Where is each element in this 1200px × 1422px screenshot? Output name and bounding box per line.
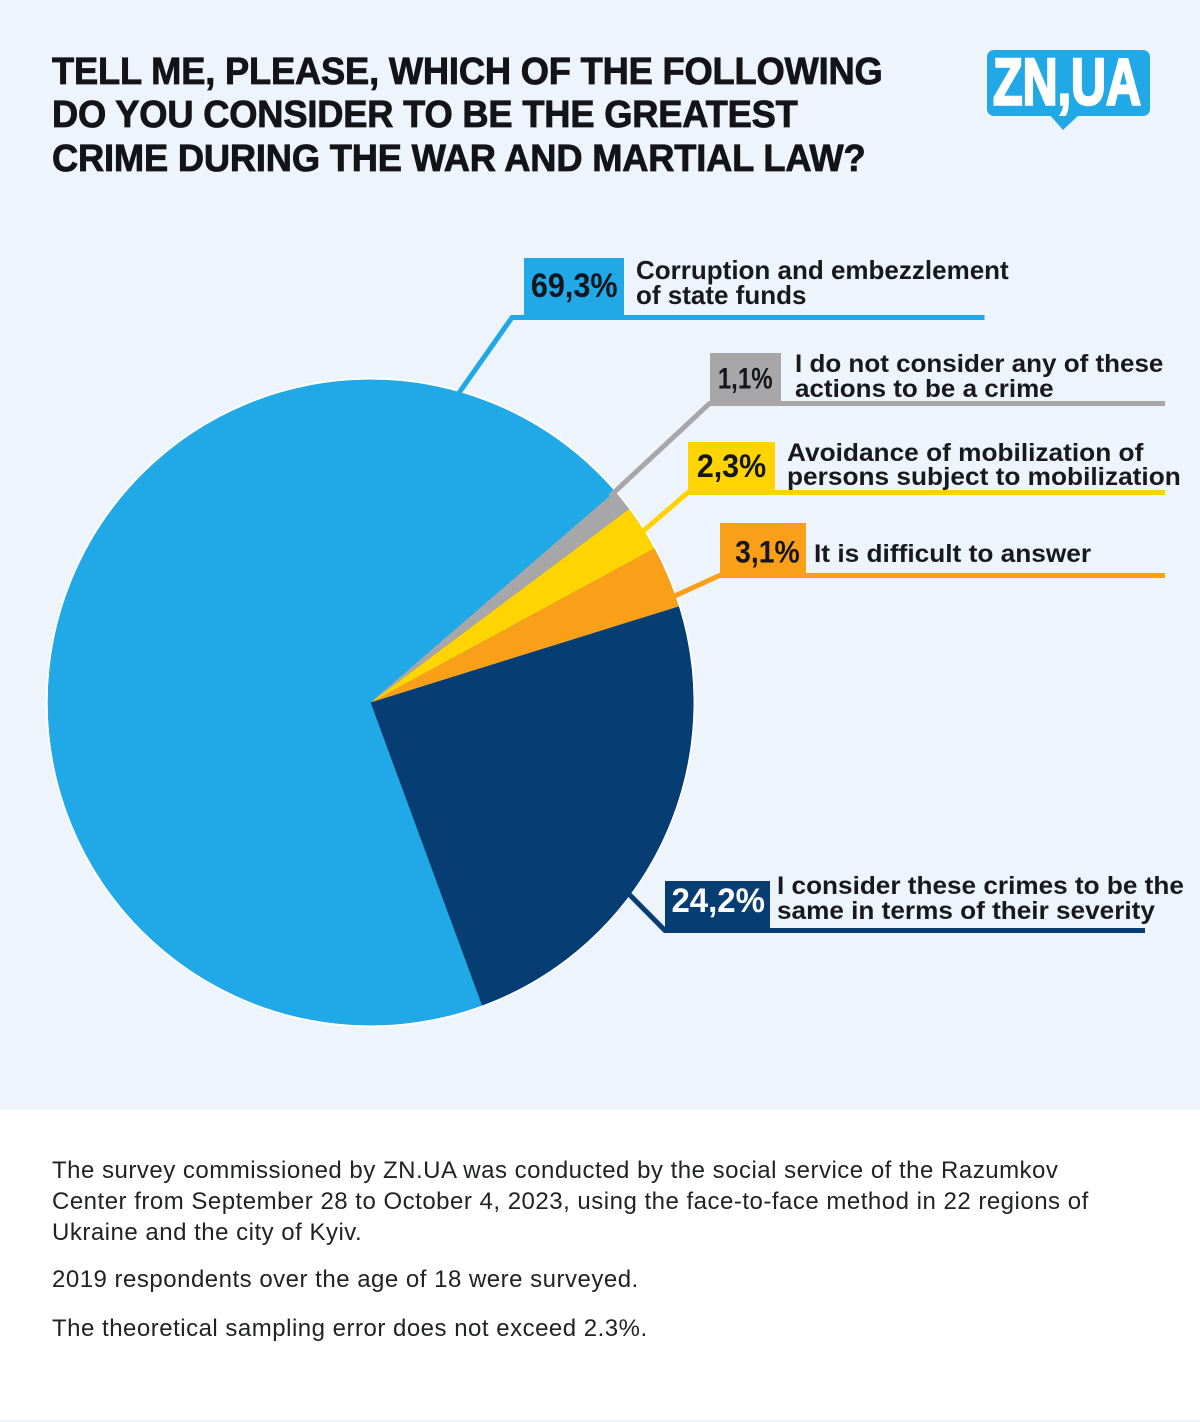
- svg-text:ZN,UA: ZN,UA: [993, 45, 1141, 119]
